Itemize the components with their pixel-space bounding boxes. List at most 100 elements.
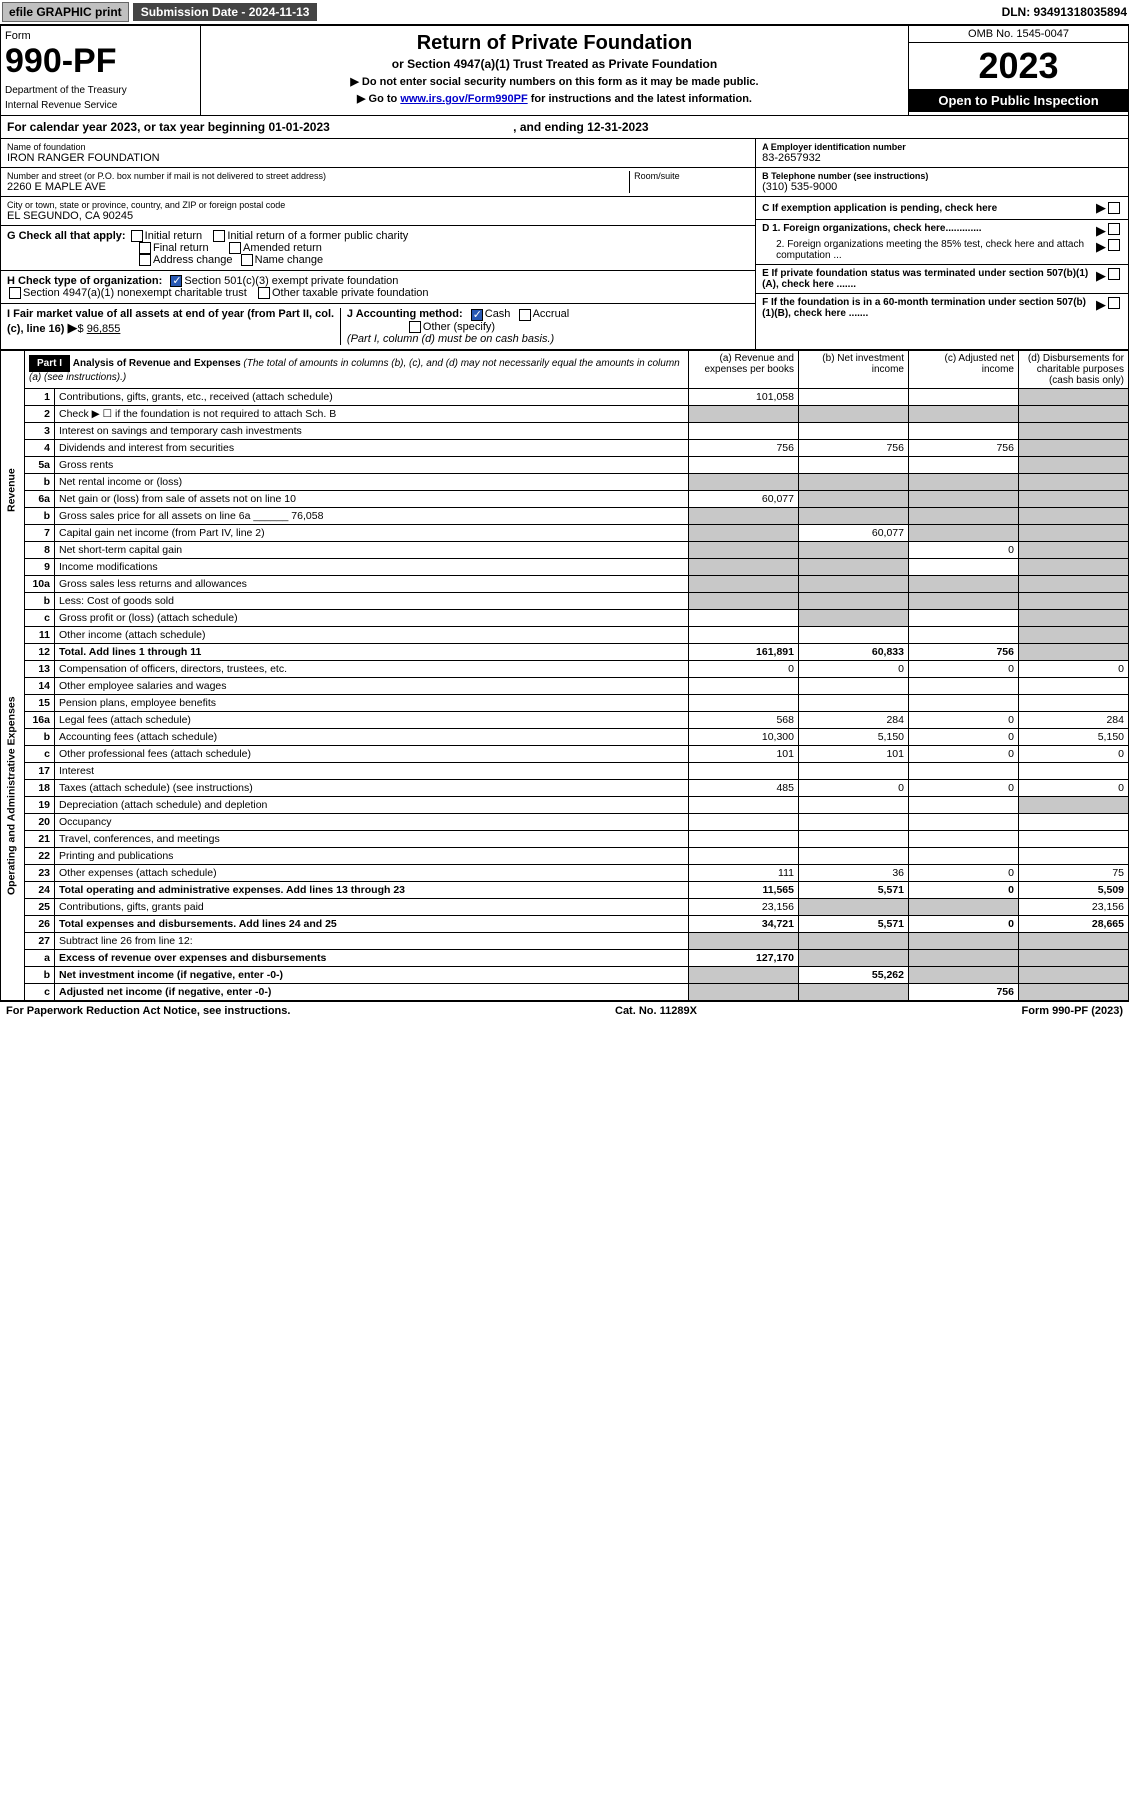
line-description: Travel, conferences, and meetings xyxy=(55,830,689,847)
value-cell xyxy=(1019,966,1129,983)
value-cell: 34,721 xyxy=(689,915,799,932)
value-cell xyxy=(689,473,799,490)
col-b-header: (b) Net investment income xyxy=(799,350,909,388)
value-cell xyxy=(799,932,909,949)
address-label: Number and street (or P.O. box number if… xyxy=(7,171,629,181)
address: 2260 E MAPLE AVE xyxy=(7,181,629,193)
initial-former-checkbox[interactable] xyxy=(213,230,225,242)
line-number: 15 xyxy=(25,694,55,711)
line-number: 27 xyxy=(25,932,55,949)
value-cell: 101,058 xyxy=(689,388,799,405)
other-taxable-checkbox[interactable] xyxy=(258,287,270,299)
tax-year: 2023 xyxy=(909,43,1128,89)
value-cell: 60,077 xyxy=(799,524,909,541)
table-row: 20Occupancy xyxy=(1,813,1129,830)
line-number: 8 xyxy=(25,541,55,558)
form-label: Form xyxy=(5,30,196,42)
value-cell xyxy=(1019,983,1129,1000)
initial-return-checkbox[interactable] xyxy=(131,230,143,242)
d1-checkbox[interactable] xyxy=(1108,223,1120,235)
line-number: 5a xyxy=(25,456,55,473)
amended-checkbox[interactable] xyxy=(229,242,241,254)
line-description: Gross sales less returns and allowances xyxy=(55,575,689,592)
other-method-checkbox[interactable] xyxy=(409,321,421,333)
value-cell xyxy=(1019,813,1129,830)
expenses-side-label: Operating and Administrative Expenses xyxy=(1,592,25,1000)
line-number: 23 xyxy=(25,864,55,881)
irs-link[interactable]: www.irs.gov/Form990PF xyxy=(400,93,527,105)
line-number: 3 xyxy=(25,422,55,439)
line-number: b xyxy=(25,507,55,524)
value-cell xyxy=(1019,422,1129,439)
value-cell: 36 xyxy=(799,864,909,881)
cash-checkbox[interactable] xyxy=(471,309,483,321)
line-description: Net investment income (if negative, ente… xyxy=(55,966,689,983)
f-checkbox[interactable] xyxy=(1108,297,1120,309)
value-cell xyxy=(909,932,1019,949)
line-description: Total operating and administrative expen… xyxy=(55,881,689,898)
value-cell xyxy=(1019,694,1129,711)
value-cell: 28,665 xyxy=(1019,915,1129,932)
value-cell xyxy=(689,796,799,813)
i-label: I Fair market value of all assets at end… xyxy=(7,308,334,335)
line-number: 2 xyxy=(25,405,55,422)
value-cell: 55,262 xyxy=(799,966,909,983)
value-cell xyxy=(1019,439,1129,456)
value-cell xyxy=(689,422,799,439)
4947-checkbox[interactable] xyxy=(9,287,21,299)
value-cell xyxy=(799,813,909,830)
value-cell: 0 xyxy=(909,660,1019,677)
c-checkbox[interactable] xyxy=(1108,202,1120,214)
efile-print-button[interactable]: efile GRAPHIC print xyxy=(2,2,129,22)
table-row: 2Check ▶ ☐ if the foundation is not requ… xyxy=(1,405,1129,422)
col-a-header: (a) Revenue and expenses per books xyxy=(689,350,799,388)
value-cell xyxy=(799,949,909,966)
value-cell xyxy=(689,932,799,949)
part1-title: Analysis of Revenue and Expenses xyxy=(73,358,241,369)
value-cell xyxy=(909,626,1019,643)
final-return-checkbox[interactable] xyxy=(139,242,151,254)
value-cell xyxy=(799,830,909,847)
value-cell: 485 xyxy=(689,779,799,796)
line-description: Gross sales price for all assets on line… xyxy=(55,507,689,524)
value-cell xyxy=(909,473,1019,490)
line-description: Other professional fees (attach schedule… xyxy=(55,745,689,762)
value-cell xyxy=(799,762,909,779)
value-cell: 161,891 xyxy=(689,643,799,660)
h-label: H Check type of organization: xyxy=(7,275,162,287)
c-label: C If exemption application is pending, c… xyxy=(762,203,997,214)
value-cell xyxy=(689,609,799,626)
value-cell xyxy=(1019,558,1129,575)
address-change-checkbox[interactable] xyxy=(139,254,151,266)
top-bar: efile GRAPHIC print Submission Date - 20… xyxy=(0,0,1129,25)
d2-checkbox[interactable] xyxy=(1108,239,1120,251)
line-number: 9 xyxy=(25,558,55,575)
e-checkbox[interactable] xyxy=(1108,268,1120,280)
value-cell xyxy=(909,388,1019,405)
value-cell: 756 xyxy=(909,439,1019,456)
line-number: 14 xyxy=(25,677,55,694)
value-cell: 75 xyxy=(1019,864,1129,881)
line-description: Contributions, gifts, grants paid xyxy=(55,898,689,915)
501c3-checkbox[interactable] xyxy=(170,275,182,287)
value-cell: 111 xyxy=(689,864,799,881)
line-description: Occupancy xyxy=(55,813,689,830)
line-description: Dividends and interest from securities xyxy=(55,439,689,456)
value-cell: 0 xyxy=(1019,660,1129,677)
line-description: Interest on savings and temporary cash i… xyxy=(55,422,689,439)
value-cell xyxy=(909,592,1019,609)
line-number: 7 xyxy=(25,524,55,541)
table-row: 13Compensation of officers, directors, t… xyxy=(1,660,1129,677)
value-cell xyxy=(799,898,909,915)
ein-value: 83-2657932 xyxy=(762,152,1122,164)
table-row: 19Depreciation (attach schedule) and dep… xyxy=(1,796,1129,813)
value-cell xyxy=(799,558,909,575)
value-cell: 0 xyxy=(689,660,799,677)
accrual-checkbox[interactable] xyxy=(519,309,531,321)
value-cell xyxy=(1019,609,1129,626)
dept-treasury: Department of the Treasury xyxy=(5,85,196,96)
line-description: Total expenses and disbursements. Add li… xyxy=(55,915,689,932)
name-change-checkbox[interactable] xyxy=(241,254,253,266)
table-row: 3Interest on savings and temporary cash … xyxy=(1,422,1129,439)
line-number: 22 xyxy=(25,847,55,864)
